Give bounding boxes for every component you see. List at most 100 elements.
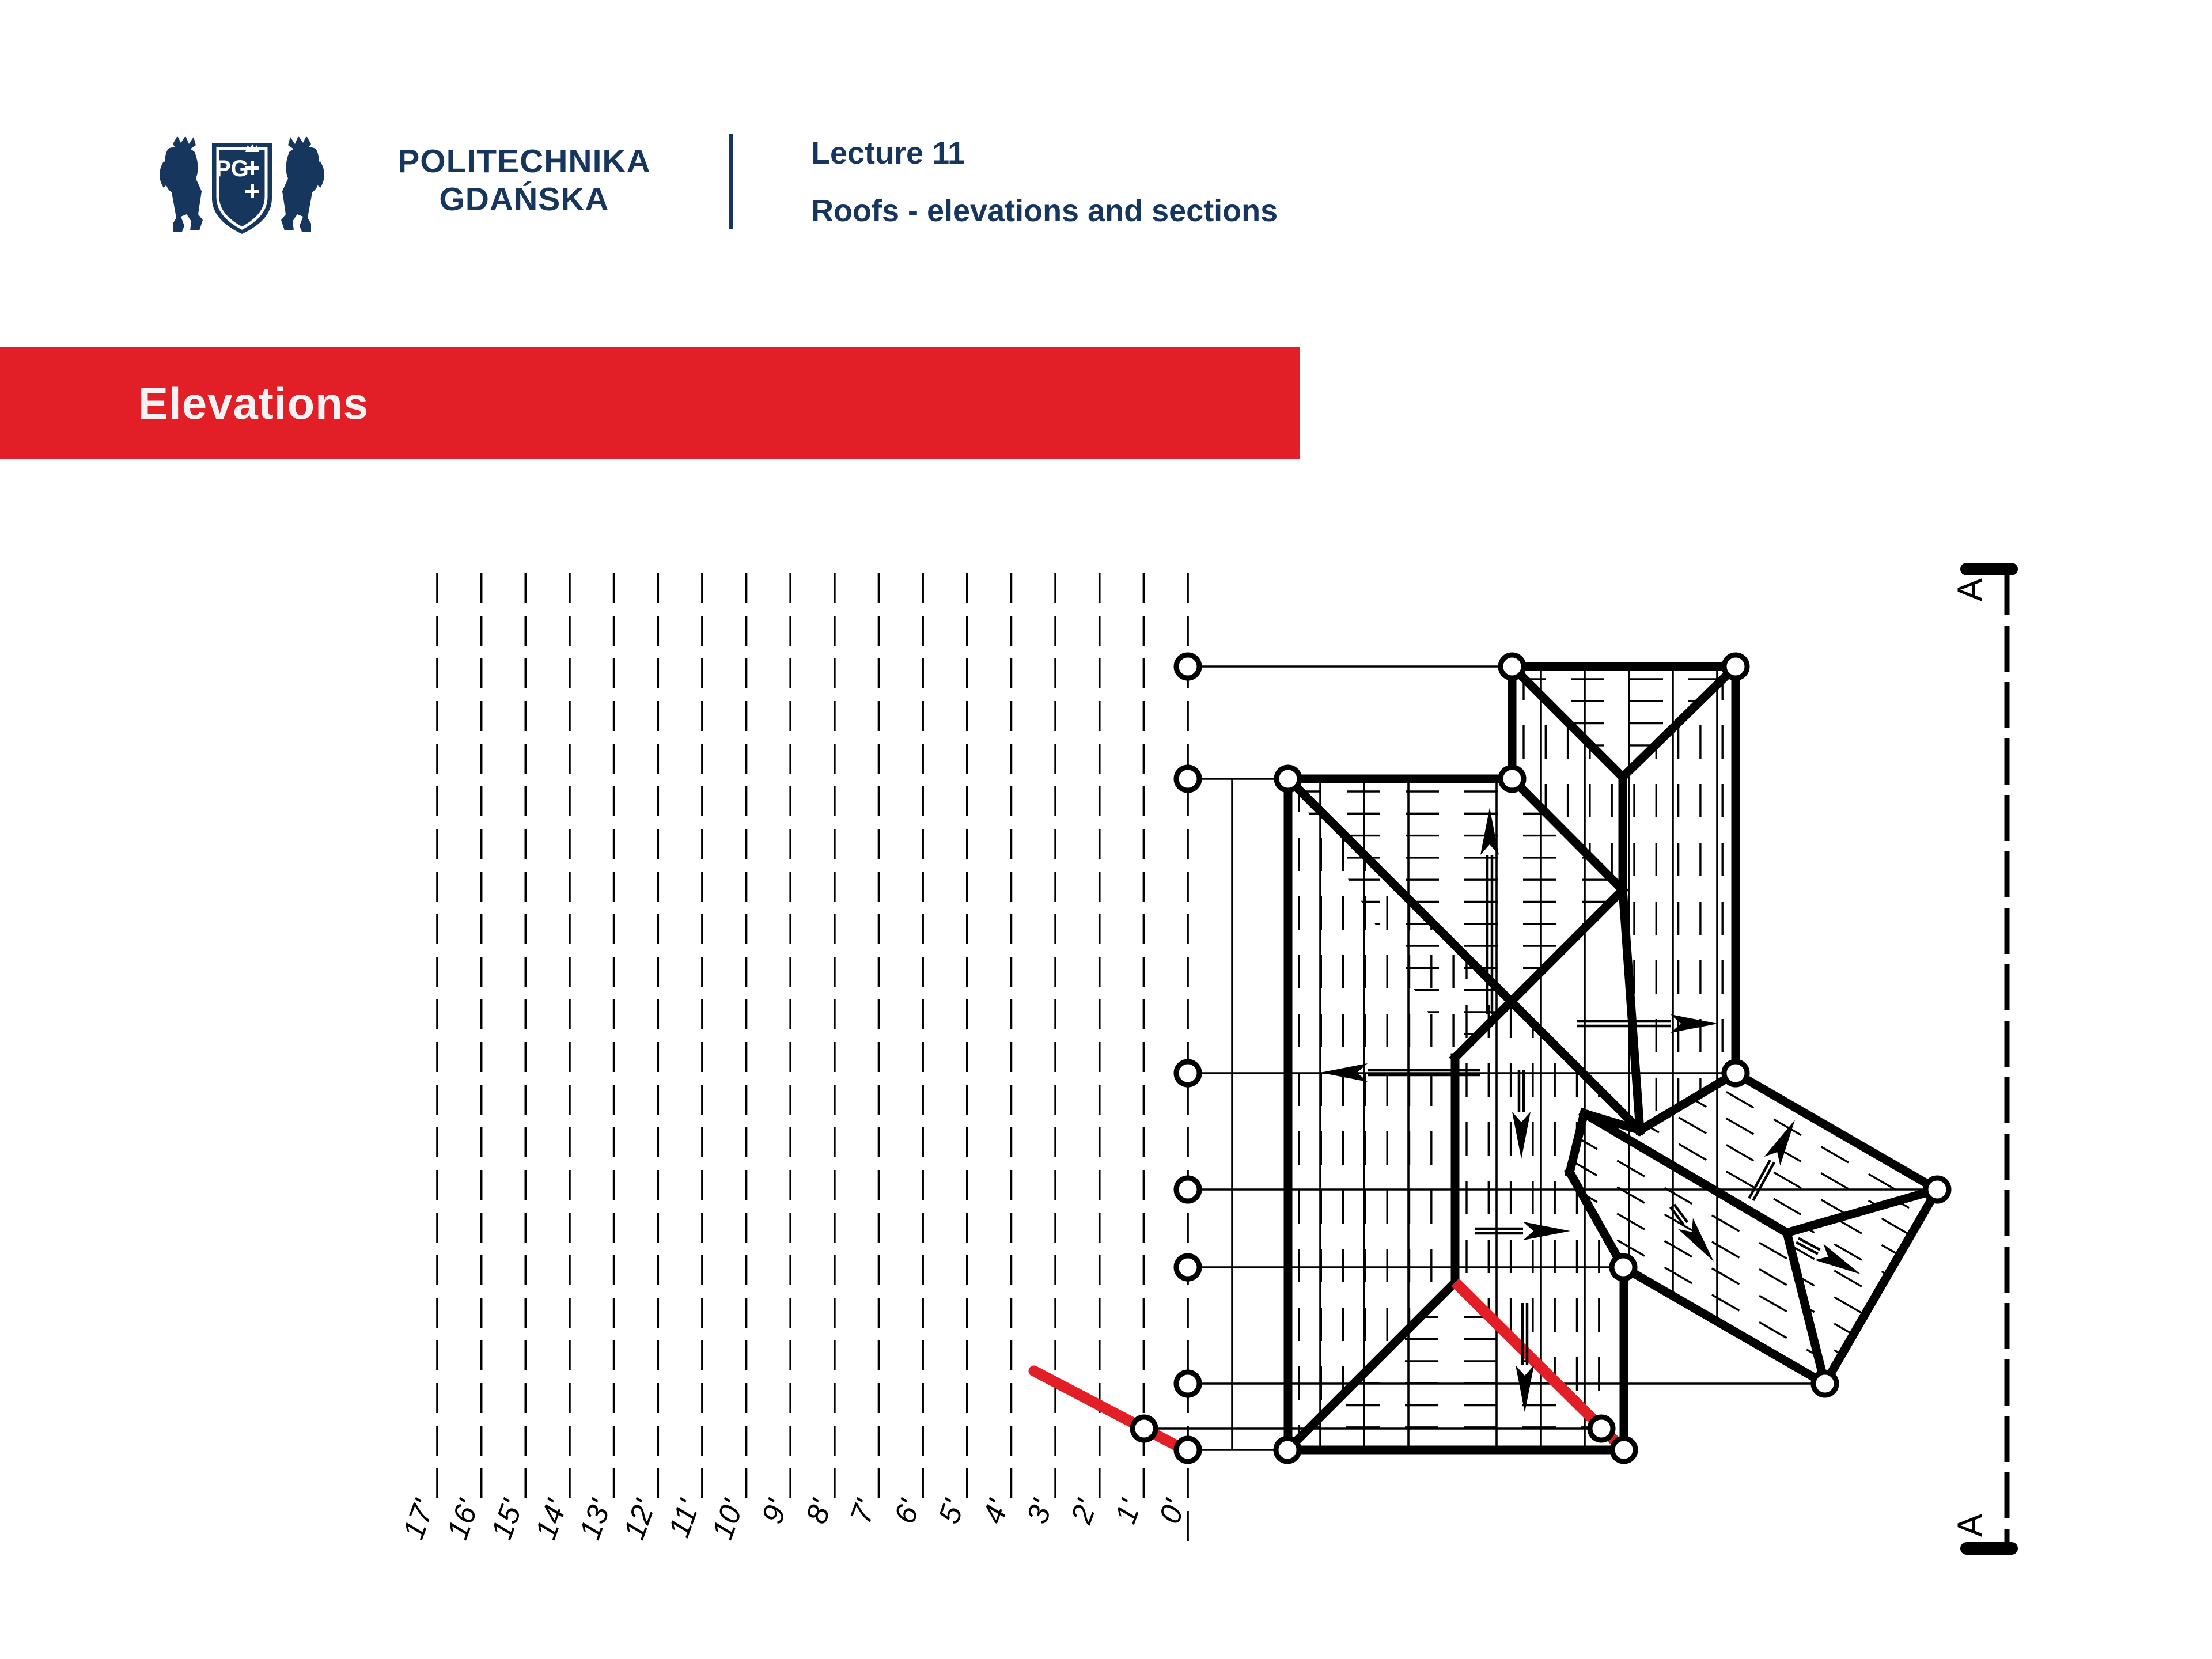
- slope-arrow: [1748, 1120, 1795, 1202]
- roof-line: [1781, 1227, 1831, 1389]
- hatch-line: [1584, 745, 1937, 949]
- hatch-line: [1584, 1354, 1937, 1558]
- vertex-circle: [1173, 1175, 1202, 1204]
- roof-hatching: [1287, 666, 1937, 1659]
- hatch-line: [1570, 1504, 1825, 1652]
- hatch-line: [1787, 978, 1937, 1065]
- header-divider: [729, 134, 733, 229]
- hatch-line: [1570, 1158, 1825, 1308]
- hatch-line: [1584, 824, 1937, 1028]
- grid-label: 4': [976, 1494, 1016, 1528]
- hatch-line: [1570, 842, 1825, 989]
- hatch-line: [1570, 1185, 1825, 1335]
- arrow-shaft: [1796, 1241, 1819, 1255]
- hatch-line: [1570, 1584, 1825, 1659]
- arrow-shaft: [1797, 1237, 1821, 1251]
- roof-line: [1506, 772, 1629, 896]
- hatch-line: [1787, 1031, 1937, 1118]
- roof-line: [1618, 885, 1645, 1135]
- hatch-line: [1570, 1478, 1825, 1625]
- university-logo: PG: [160, 136, 324, 234]
- vertex-circle: [1173, 1253, 1202, 1282]
- grid-label: 16': [441, 1494, 486, 1543]
- vertex-circle: [1721, 652, 1750, 681]
- grid-label: 12': [618, 1494, 662, 1543]
- hatch-line: [1787, 1561, 1937, 1648]
- banner-title: Elevations: [138, 377, 369, 429]
- slope-arrow: [1796, 1237, 1861, 1274]
- university-name-line2: GDAŃSKA: [439, 181, 609, 218]
- vertex-circle: [1173, 764, 1202, 793]
- vertex-circle: [1498, 764, 1527, 793]
- vertex-circle: [1609, 1253, 1638, 1282]
- hatch-line: [1787, 925, 1937, 1012]
- arrow-shaft: [1748, 1159, 1771, 1199]
- vertex-circle: [1609, 1435, 1638, 1464]
- section-label-top: A: [1950, 578, 1989, 601]
- roof-line: [1282, 772, 1646, 1137]
- slope-arrow: [1577, 1014, 1718, 1033]
- red-hip-elevation: [1028, 1365, 1188, 1455]
- wall-edge: [1563, 1166, 1630, 1274]
- hatch-line: [1584, 1407, 1937, 1611]
- wall-edge: [1819, 1183, 1944, 1390]
- building-outline: [1283, 662, 1944, 1455]
- hatch-line: [1584, 1434, 1937, 1638]
- grid-label: 5': [932, 1494, 971, 1528]
- grid-label: 10': [706, 1494, 751, 1543]
- roof-line: [1578, 1107, 1793, 1239]
- arrow-shaft: [1752, 1161, 1775, 1202]
- hatch-line: [1584, 1381, 1937, 1585]
- section-label-bottom: A: [1950, 1514, 1989, 1537]
- hatch-line: [1584, 1301, 1937, 1505]
- vertex-circle: [1173, 1435, 1202, 1464]
- wall-edge: [1729, 1067, 1944, 1196]
- logo-monogram: PG: [215, 156, 249, 181]
- hatch-line: [1570, 1264, 1825, 1384]
- hatch-line: [1570, 1451, 1825, 1599]
- arrow-head-icon: [1678, 1218, 1714, 1262]
- hatch-line: [1570, 815, 1825, 963]
- lion-right-icon: [281, 136, 324, 232]
- hatch-region: [1787, 899, 1937, 1659]
- hatch-line: [1787, 952, 1937, 1039]
- hatch-region: [1633, 666, 1724, 1130]
- roof-lines: [1281, 660, 1943, 1456]
- hatch-line: [1787, 1242, 1937, 1331]
- roof-line: [1506, 660, 1629, 783]
- arrow-head-icon: [1764, 1120, 1795, 1166]
- lecture-block: Lecture 11 Roofs - elevations and sectio…: [811, 135, 1618, 229]
- grid-label: 2': [1065, 1494, 1104, 1528]
- slope-arrow: [1320, 1063, 1480, 1082]
- vertex-circle: [1273, 1435, 1302, 1464]
- hatch-line: [1584, 851, 1937, 1055]
- hatch-line: [1570, 1531, 1825, 1659]
- arrow-shaft: [1673, 1203, 1689, 1224]
- vertex-circle: [1721, 1059, 1750, 1088]
- lecture-title: Lecture 11: [811, 136, 965, 171]
- grid-label: 14': [529, 1494, 574, 1543]
- wall-edge: [1564, 1108, 1590, 1178]
- hatch-line: [1570, 1211, 1825, 1361]
- hatch-line: [1787, 899, 1937, 986]
- roof-line: [1449, 884, 1629, 1064]
- hatch-line: [1787, 1084, 1937, 1171]
- slope-arrow: [1669, 1203, 1714, 1262]
- hatch-line: [1787, 1588, 1937, 1659]
- hatch-line: [1570, 1132, 1825, 1282]
- hatch-line: [1584, 1460, 1937, 1659]
- wall-edge: [1617, 1261, 1831, 1390]
- grid-label: 17': [397, 1494, 442, 1543]
- vertex-circle: [1274, 764, 1302, 793]
- arrow-head-icon: [1516, 1365, 1534, 1412]
- grid-label: 11': [662, 1494, 707, 1541]
- grid-label: 6': [888, 1494, 927, 1528]
- vertex-circle: [1173, 1059, 1202, 1088]
- hatch-line: [1584, 771, 1937, 975]
- arrow-head-icon: [1815, 1244, 1861, 1274]
- hatch-line: [1787, 1482, 1937, 1569]
- lecture-subtitle: Roofs - elevations and sections: [811, 194, 1278, 228]
- hatch-line: [1787, 1348, 1937, 1384]
- slope-arrow: [1512, 1070, 1531, 1159]
- hatch-line: [1570, 921, 1825, 1069]
